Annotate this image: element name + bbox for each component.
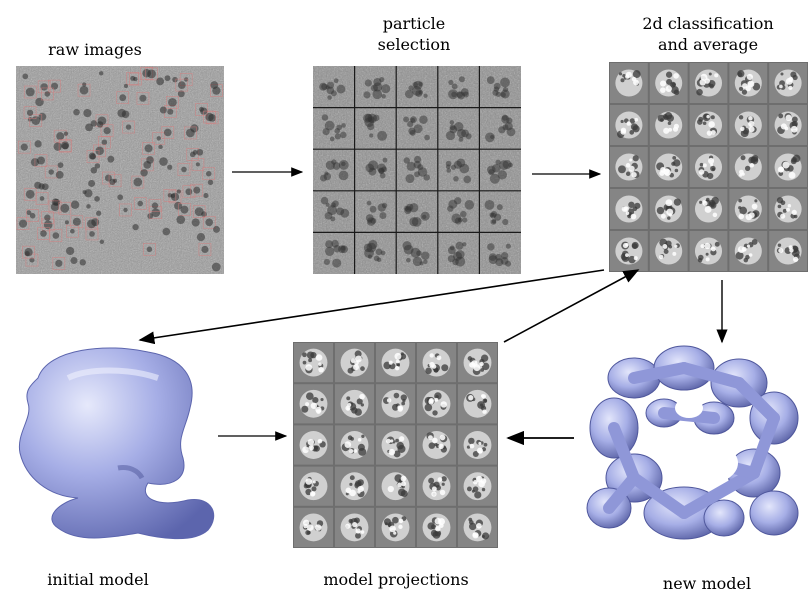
label-particle-selection-1: particle [382, 14, 446, 33]
raw-particle-boxes [16, 66, 223, 272]
arrow-projections-to-classification [503, 269, 640, 343]
raw-images-micrograph [16, 66, 224, 274]
label-classification-1: 2d classification [642, 14, 774, 33]
model-projections-grid [293, 342, 498, 548]
label-particle-selection-2: selection [377, 35, 451, 54]
arrow-classification-to-initial [138, 269, 605, 345]
label-classification-2: and average [657, 35, 759, 54]
class-average-grid [609, 62, 808, 272]
new-model-3d [586, 345, 799, 540]
label-initial-model: initial model [47, 570, 149, 589]
label-raw-images: raw images [48, 40, 142, 59]
label-new-model: new model [662, 574, 752, 593]
initial-model-3d [18, 347, 215, 540]
label-model-projections: model projections [323, 570, 469, 589]
particle-selection-grid [313, 66, 521, 274]
